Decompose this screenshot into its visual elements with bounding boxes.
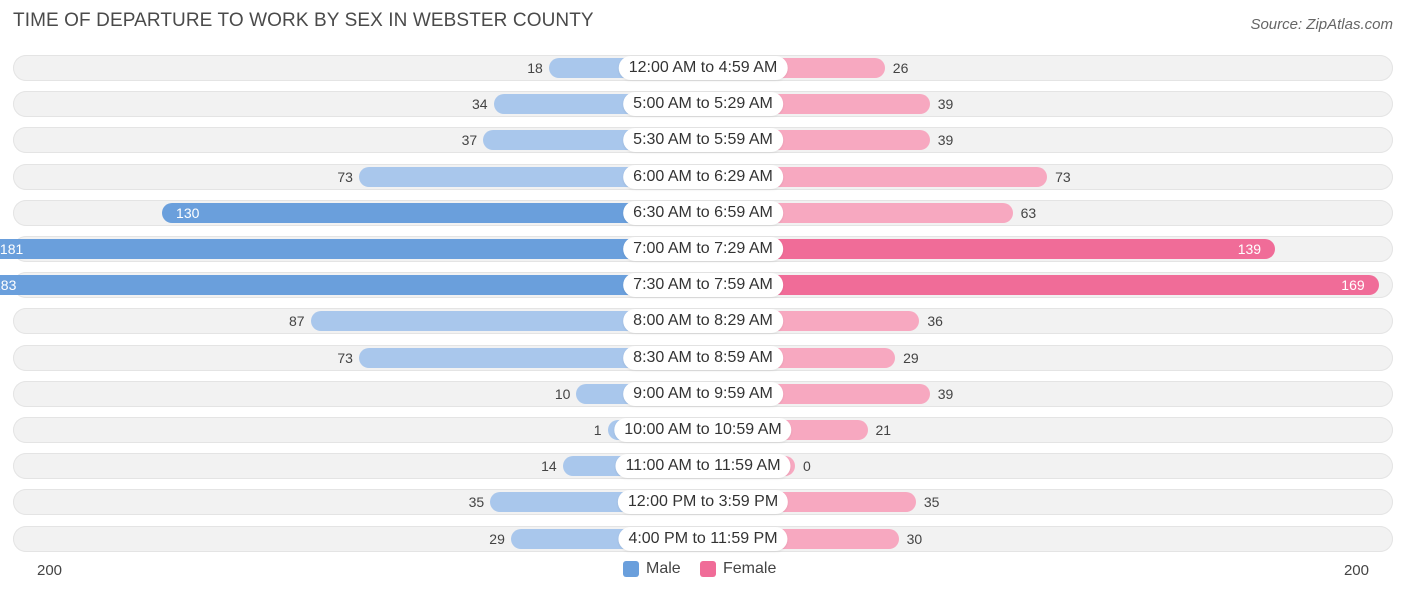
legend-swatch-male bbox=[623, 561, 639, 577]
value-label-male: 87 bbox=[288, 313, 305, 330]
bar-male bbox=[310, 311, 703, 332]
value-label-female: 30 bbox=[906, 530, 923, 547]
category-label: 9:00 AM to 9:59 AM bbox=[623, 381, 783, 406]
category-label: 11:00 AM to 11:59 AM bbox=[615, 454, 791, 479]
category-label: 7:30 AM to 7:59 AM bbox=[623, 273, 783, 298]
bar-male bbox=[358, 347, 703, 368]
category-label: 6:00 AM to 6:29 AM bbox=[623, 164, 783, 189]
chart-title: TIME OF DEPARTURE TO WORK BY SEX IN WEBS… bbox=[13, 10, 594, 31]
value-label-male: 29 bbox=[489, 530, 505, 547]
bar-male bbox=[0, 275, 703, 296]
value-label-male: 37 bbox=[461, 132, 478, 149]
bar-female bbox=[703, 166, 1048, 187]
category-label: 10:00 AM to 10:59 AM bbox=[614, 418, 792, 442]
category-label: 4:00 PM to 11:59 PM bbox=[618, 526, 788, 551]
value-label-female: 36 bbox=[927, 313, 943, 330]
bar-male bbox=[0, 239, 703, 259]
value-label-female: 169 bbox=[1341, 277, 1365, 294]
value-label-female: 73 bbox=[1055, 168, 1071, 185]
value-label-female: 35 bbox=[923, 494, 940, 511]
category-label: 12:00 AM to 4:59 AM bbox=[618, 56, 788, 80]
value-label-male: 181 bbox=[0, 241, 24, 257]
category-label: 8:00 AM to 8:29 AM bbox=[623, 309, 783, 334]
value-label-female: 39 bbox=[937, 132, 954, 149]
axis-label-left: 200 bbox=[37, 562, 63, 579]
axis-label-right: 200 bbox=[1343, 562, 1369, 579]
value-label-male: 14 bbox=[541, 458, 557, 475]
bar-female bbox=[703, 275, 1379, 296]
category-label: 5:30 AM to 5:59 AM bbox=[623, 128, 783, 153]
value-label-female: 63 bbox=[1020, 204, 1037, 221]
bar-female bbox=[703, 239, 1276, 259]
value-label-female: 0 bbox=[803, 458, 811, 475]
category-label: 5:00 AM to 5:29 AM bbox=[623, 92, 783, 117]
bar-male bbox=[162, 202, 703, 223]
bar-male bbox=[358, 166, 703, 187]
value-label-male: 34 bbox=[472, 96, 488, 113]
legend-label-female: Female bbox=[723, 560, 777, 577]
legend-item-male: Male bbox=[623, 560, 681, 578]
value-label-female: 21 bbox=[875, 422, 892, 438]
value-label-female: 39 bbox=[937, 385, 954, 402]
value-label-male: 73 bbox=[337, 349, 353, 366]
category-label: 12:00 PM to 3:59 PM bbox=[617, 490, 789, 515]
value-label-female: 29 bbox=[903, 349, 919, 366]
legend-item-female: Female bbox=[700, 560, 776, 578]
value-label-male: 183 bbox=[0, 277, 17, 294]
value-label-male: 10 bbox=[554, 385, 571, 402]
value-label-male: 73 bbox=[337, 168, 353, 185]
source-label: Source: ZipAtlas.com bbox=[1250, 16, 1393, 33]
value-label-male: 1 bbox=[593, 422, 602, 438]
value-label-female: 39 bbox=[937, 96, 954, 113]
legend-label-male: Male bbox=[646, 560, 681, 577]
value-label-female: 26 bbox=[892, 60, 909, 76]
value-label-female: 139 bbox=[1237, 241, 1262, 257]
category-label: 6:30 AM to 6:59 AM bbox=[623, 200, 783, 225]
value-label-male: 35 bbox=[468, 494, 485, 511]
category-label: 7:00 AM to 7:29 AM bbox=[623, 237, 783, 261]
value-label-male: 130 bbox=[176, 204, 200, 221]
value-label-male: 18 bbox=[527, 60, 543, 76]
legend: Male Female bbox=[0, 560, 1406, 582]
category-label: 8:30 AM to 8:59 AM bbox=[623, 345, 783, 370]
legend-swatch-female bbox=[700, 561, 716, 577]
